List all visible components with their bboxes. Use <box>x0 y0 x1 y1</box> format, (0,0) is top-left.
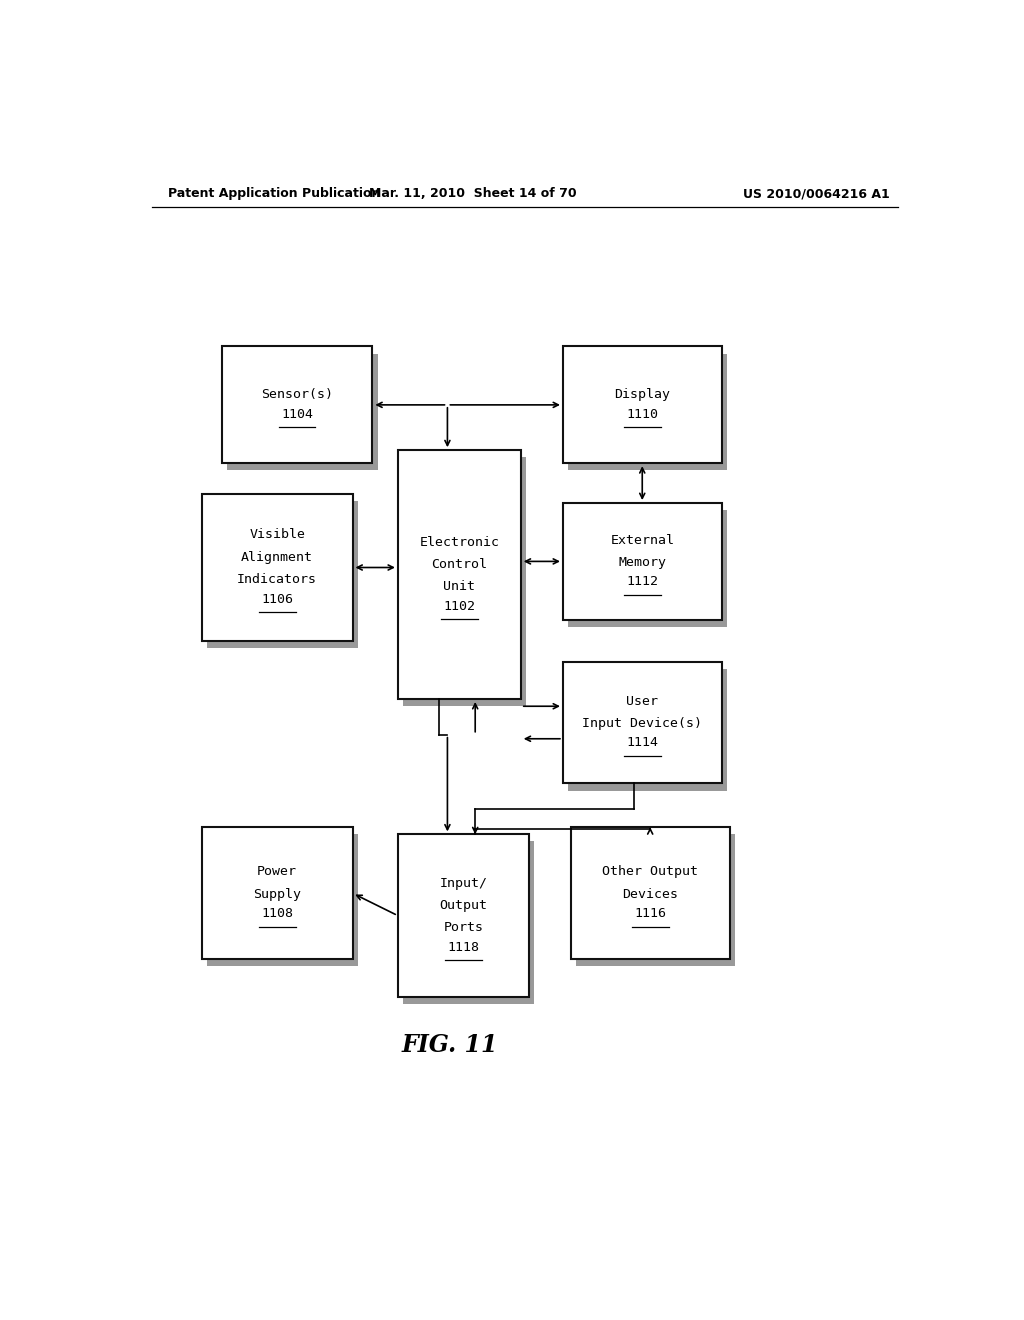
Text: Output: Output <box>439 899 487 912</box>
Text: Input Device(s): Input Device(s) <box>583 717 702 730</box>
Text: 1110: 1110 <box>627 408 658 421</box>
Bar <box>221 346 373 463</box>
Bar <box>207 834 358 966</box>
Bar <box>563 503 722 620</box>
Text: 1116: 1116 <box>634 907 667 920</box>
Text: Sensor(s): Sensor(s) <box>261 388 333 401</box>
Text: Display: Display <box>614 388 671 401</box>
Text: US 2010/0064216 A1: US 2010/0064216 A1 <box>743 187 890 201</box>
Text: Other Output: Other Output <box>602 866 698 878</box>
Bar <box>403 457 526 706</box>
Text: 1104: 1104 <box>281 408 313 421</box>
Text: 1118: 1118 <box>447 941 479 953</box>
Text: Supply: Supply <box>253 888 301 900</box>
Text: External: External <box>610 533 674 546</box>
Text: Control: Control <box>431 558 487 572</box>
Bar <box>202 494 352 642</box>
Text: 1106: 1106 <box>261 593 293 606</box>
Text: FIG. 11: FIG. 11 <box>401 1032 498 1057</box>
Text: Indicators: Indicators <box>238 573 317 586</box>
Text: Input/: Input/ <box>439 876 487 890</box>
Text: Alignment: Alignment <box>242 550 313 564</box>
Text: Visible: Visible <box>249 528 305 541</box>
Text: Ports: Ports <box>443 921 483 935</box>
Bar <box>568 510 727 627</box>
Text: Unit: Unit <box>443 581 475 593</box>
Text: Patent Application Publication: Patent Application Publication <box>168 187 380 201</box>
Text: User: User <box>627 694 658 708</box>
Bar <box>403 841 535 1005</box>
Text: 1102: 1102 <box>443 599 475 612</box>
Text: Mar. 11, 2010  Sheet 14 of 70: Mar. 11, 2010 Sheet 14 of 70 <box>370 187 578 201</box>
Text: 1114: 1114 <box>627 737 658 750</box>
Bar <box>202 828 352 960</box>
Bar <box>227 354 378 470</box>
Text: Power: Power <box>257 866 297 878</box>
Bar <box>577 834 735 966</box>
Text: 1108: 1108 <box>261 907 293 920</box>
Bar <box>397 834 528 997</box>
Bar <box>563 346 722 463</box>
Text: 1112: 1112 <box>627 576 658 589</box>
Bar <box>568 354 727 470</box>
Bar <box>397 450 521 700</box>
Text: Memory: Memory <box>618 556 667 569</box>
Text: Electronic: Electronic <box>420 536 500 549</box>
Bar <box>568 669 727 791</box>
Bar <box>570 828 729 960</box>
Bar <box>207 500 358 648</box>
Bar <box>563 661 722 784</box>
Text: Devices: Devices <box>623 888 678 900</box>
